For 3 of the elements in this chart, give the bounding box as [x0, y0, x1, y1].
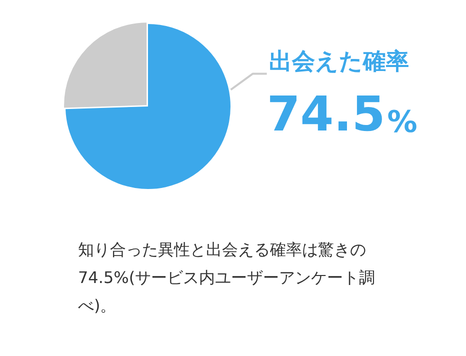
slice-label: 出会えた確率	[268, 48, 409, 75]
data-label: 74.5%	[266, 86, 418, 142]
text: 知り合った異性と出会える確率は驚きの74.5%(サービス内ユーザーアンケート調べ)。	[78, 239, 376, 317]
